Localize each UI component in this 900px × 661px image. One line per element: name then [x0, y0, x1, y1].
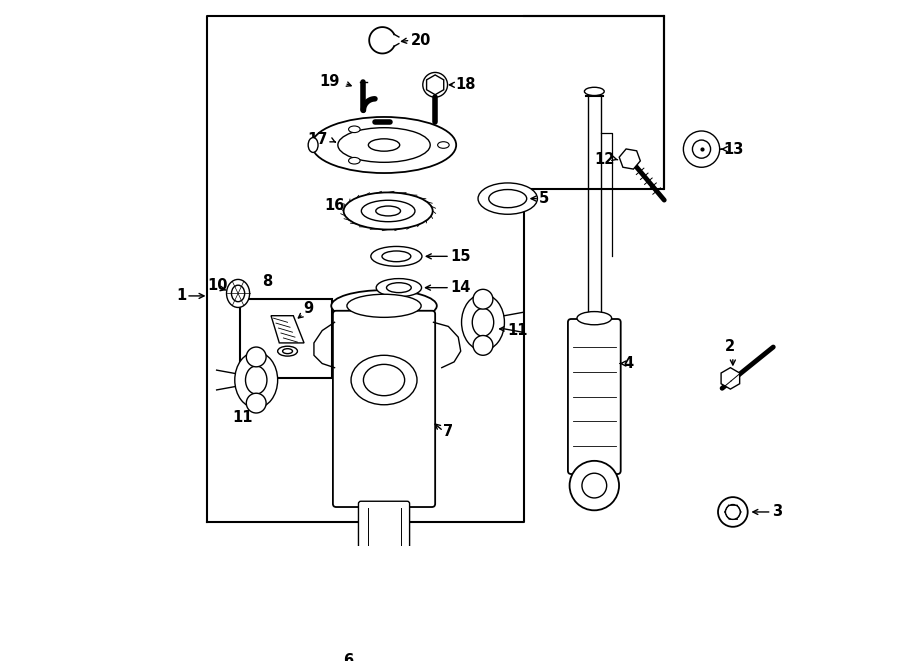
Ellipse shape [235, 352, 278, 408]
Circle shape [683, 131, 720, 167]
Ellipse shape [344, 192, 433, 229]
Text: 10: 10 [207, 278, 228, 293]
Ellipse shape [376, 278, 421, 297]
Text: 12: 12 [595, 151, 615, 167]
Circle shape [725, 504, 741, 520]
FancyBboxPatch shape [333, 311, 436, 507]
Text: 13: 13 [724, 141, 744, 157]
Ellipse shape [478, 183, 537, 214]
Ellipse shape [227, 280, 249, 307]
Text: 1: 1 [176, 288, 186, 303]
Ellipse shape [368, 139, 400, 151]
Ellipse shape [362, 200, 415, 221]
Ellipse shape [278, 346, 297, 356]
Ellipse shape [348, 157, 360, 164]
Text: 5: 5 [539, 191, 549, 206]
Text: 11: 11 [232, 410, 252, 424]
FancyBboxPatch shape [358, 501, 410, 601]
Ellipse shape [489, 190, 526, 208]
Circle shape [473, 290, 493, 309]
Text: 16: 16 [324, 198, 345, 213]
Text: 8: 8 [262, 274, 272, 289]
Circle shape [582, 473, 607, 498]
Ellipse shape [382, 251, 410, 262]
Ellipse shape [386, 283, 411, 293]
Ellipse shape [584, 87, 604, 96]
Ellipse shape [346, 294, 421, 317]
Ellipse shape [246, 366, 267, 394]
Ellipse shape [351, 355, 417, 405]
Ellipse shape [348, 126, 360, 133]
Circle shape [692, 140, 711, 158]
Ellipse shape [371, 247, 422, 266]
Polygon shape [721, 368, 740, 389]
Polygon shape [427, 75, 444, 95]
Polygon shape [333, 603, 444, 661]
Text: 19: 19 [320, 74, 339, 89]
Ellipse shape [376, 206, 400, 216]
Polygon shape [271, 316, 304, 343]
Text: 9: 9 [303, 301, 313, 316]
Ellipse shape [312, 117, 456, 173]
Text: 4: 4 [623, 356, 634, 371]
Ellipse shape [231, 285, 245, 301]
Text: 17: 17 [308, 132, 328, 147]
Polygon shape [619, 149, 640, 169]
Ellipse shape [577, 311, 612, 325]
FancyBboxPatch shape [568, 319, 621, 474]
Circle shape [718, 497, 748, 527]
Ellipse shape [331, 290, 436, 321]
Text: 6: 6 [344, 653, 354, 661]
Text: 2: 2 [725, 338, 735, 354]
Text: 18: 18 [454, 77, 475, 93]
Ellipse shape [364, 364, 405, 396]
Circle shape [247, 393, 266, 413]
Ellipse shape [338, 128, 430, 163]
Text: 20: 20 [410, 33, 431, 48]
Circle shape [570, 461, 619, 510]
Text: 11: 11 [508, 323, 528, 338]
Ellipse shape [462, 294, 504, 350]
Text: 3: 3 [771, 504, 782, 520]
Bar [239, 299, 332, 377]
Circle shape [247, 347, 266, 367]
Ellipse shape [308, 137, 318, 153]
Text: 15: 15 [450, 249, 471, 264]
Circle shape [423, 73, 447, 97]
Ellipse shape [472, 308, 494, 336]
Ellipse shape [283, 349, 293, 354]
Circle shape [473, 336, 493, 355]
Text: 7: 7 [444, 424, 454, 439]
Text: 14: 14 [450, 280, 471, 295]
Ellipse shape [437, 141, 449, 148]
